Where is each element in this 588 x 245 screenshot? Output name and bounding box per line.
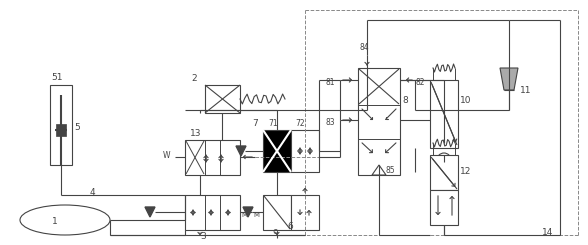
Text: 83: 83 — [325, 118, 335, 127]
Bar — [50, 85, 72, 165]
Text: 11: 11 — [520, 86, 532, 95]
Polygon shape — [145, 207, 155, 217]
Text: 10: 10 — [460, 96, 472, 105]
Text: 51: 51 — [51, 73, 62, 82]
Bar — [291, 130, 319, 172]
Ellipse shape — [20, 205, 110, 235]
Text: 5: 5 — [74, 123, 80, 133]
Bar — [430, 190, 458, 225]
Text: 1: 1 — [52, 218, 58, 226]
Bar — [205, 85, 240, 113]
Bar — [56, 124, 66, 136]
Bar — [430, 80, 458, 148]
Bar — [291, 195, 319, 230]
Polygon shape — [243, 207, 253, 217]
Text: 72: 72 — [295, 119, 305, 128]
Polygon shape — [500, 68, 518, 90]
Polygon shape — [236, 146, 246, 156]
Text: 84: 84 — [360, 43, 370, 52]
Polygon shape — [372, 165, 386, 175]
Bar — [430, 155, 458, 190]
Bar — [185, 195, 240, 230]
Bar — [358, 68, 400, 175]
Text: 81: 81 — [326, 78, 335, 87]
Text: M: M — [253, 212, 259, 218]
Text: 7: 7 — [252, 119, 258, 128]
Bar — [185, 140, 240, 175]
Bar — [263, 195, 291, 230]
Text: W: W — [162, 150, 170, 159]
Text: 3: 3 — [200, 232, 206, 241]
Bar — [263, 130, 291, 172]
Text: 71: 71 — [268, 119, 278, 128]
Text: 12: 12 — [460, 168, 472, 176]
Text: 9: 9 — [272, 229, 278, 238]
Text: 4: 4 — [90, 188, 96, 197]
Text: 85: 85 — [385, 166, 395, 175]
Text: 82: 82 — [416, 78, 426, 87]
Text: 14: 14 — [542, 228, 553, 237]
Ellipse shape — [437, 153, 451, 167]
Text: 8: 8 — [402, 96, 407, 105]
Text: M: M — [241, 212, 247, 218]
Text: 13: 13 — [190, 129, 202, 138]
Text: 2: 2 — [191, 74, 197, 83]
Text: 6: 6 — [287, 222, 293, 231]
